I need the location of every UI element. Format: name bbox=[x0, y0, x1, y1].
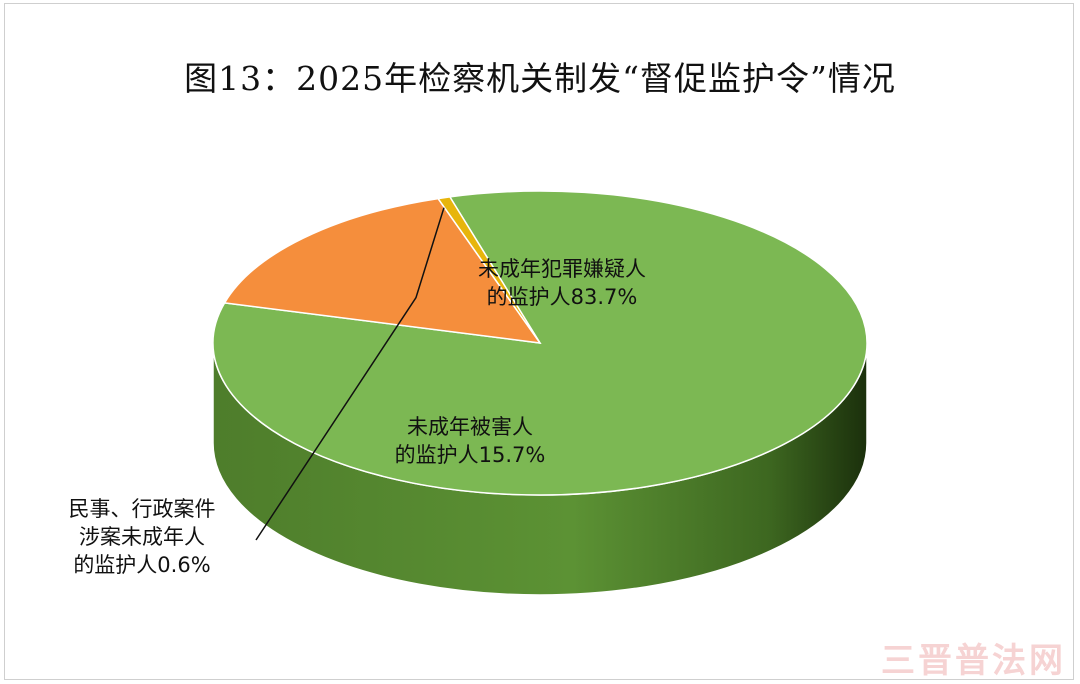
pie-slice bbox=[223, 197, 542, 344]
slice-label-line: 未成年被害人 bbox=[407, 415, 533, 439]
slice-label-line: 的监护人0.6% bbox=[73, 553, 210, 577]
watermark-text: 三晋普法网 bbox=[881, 641, 1066, 681]
slice-label-line: 的监护人15.7% bbox=[395, 443, 546, 467]
chart-title: 图13：2025年检察机关制发“督促监护令”情况 bbox=[184, 59, 896, 98]
slice-label: 未成年犯罪嫌疑人的监护人83.7% bbox=[478, 257, 646, 309]
slice-label: 民事、行政案件涉案未成年人的监护人0.6% bbox=[69, 497, 216, 577]
slice-label-line: 涉案未成年人 bbox=[79, 525, 205, 549]
slice-label-line: 未成年犯罪嫌疑人 bbox=[478, 257, 646, 281]
slice-label-line: 民事、行政案件 bbox=[69, 497, 216, 521]
slice-label-line: 的监护人83.7% bbox=[487, 285, 638, 309]
slice-label: 未成年被害人的监护人15.7% bbox=[395, 415, 546, 467]
leader-line bbox=[255, 207, 445, 541]
pie-slice bbox=[436, 196, 541, 344]
